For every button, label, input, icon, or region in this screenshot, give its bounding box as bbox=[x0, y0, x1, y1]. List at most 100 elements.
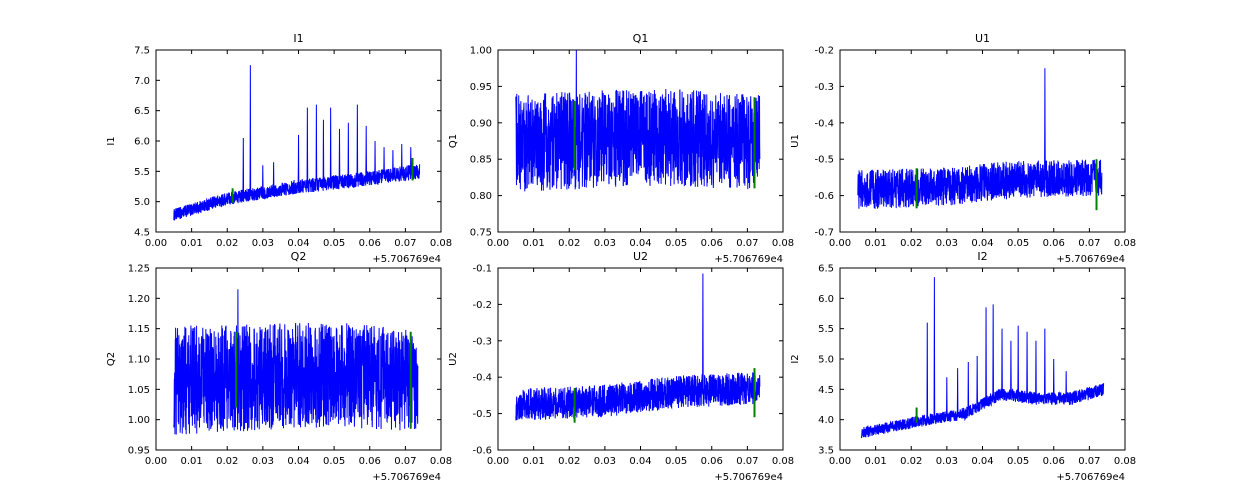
y-tick-label: 0.80 bbox=[470, 191, 492, 202]
subplot-q1: 0.00 0.01 0.02 0.03 0.04 0.05 0.06 0.07 0.08 0.75… bbox=[428, 18, 808, 282]
data-series bbox=[173, 65, 421, 221]
axes-frame bbox=[839, 49, 1126, 233]
data-series bbox=[173, 289, 419, 435]
subplot-i1: 0.00 0.01 0.02 0.03 0.04 0.05 0.06 0.07 0.08 4.5 5… bbox=[86, 18, 466, 282]
x-axis-offset-label: +5.706769e4 bbox=[1056, 472, 1125, 483]
x-tick-label: 0.04 bbox=[287, 456, 309, 467]
x-tick-label: 0.03 bbox=[936, 238, 958, 249]
x-tick-label: 0.04 bbox=[629, 238, 651, 249]
y-tick-label: -0.5 bbox=[472, 409, 492, 420]
axes-i2: 0.00 0.01 0.02 0.03 0.04 0.05 0.06 0.07 0.08 3.5 4… bbox=[790, 250, 1136, 483]
y-tick-label: -0.7 bbox=[814, 228, 834, 239]
x-tick-label: 0.05 bbox=[323, 456, 345, 467]
y-tick-label: 1.15 bbox=[128, 324, 150, 335]
y-tick-label: 4.5 bbox=[134, 228, 150, 239]
data-series bbox=[515, 273, 761, 421]
x-tick-label: 0.05 bbox=[665, 456, 687, 467]
x-axis-offset-label: +5.706769e4 bbox=[714, 472, 783, 483]
y-axis-label: Q1 bbox=[448, 134, 459, 148]
y-tick-label: 0.75 bbox=[470, 228, 492, 239]
y-tick-label: 0.90 bbox=[470, 118, 492, 129]
subplot-title: Q1 bbox=[633, 32, 649, 45]
x-tick-label: 0.07 bbox=[1078, 238, 1100, 249]
y-tick-label: 6.0 bbox=[818, 294, 834, 305]
x-tick-label: 0.07 bbox=[394, 238, 416, 249]
x-tick-label: 0.05 bbox=[323, 238, 345, 249]
data-series bbox=[515, 50, 761, 192]
y-tick-label: 6.5 bbox=[134, 106, 150, 117]
data-series bbox=[860, 277, 1105, 439]
axes-frame bbox=[497, 267, 784, 451]
subplot-title: Q2 bbox=[291, 250, 307, 263]
x-axis-offset-label: +5.706769e4 bbox=[1056, 254, 1125, 265]
y-tick-label: -0.2 bbox=[814, 46, 834, 57]
x-tick-label: 0.00 bbox=[145, 238, 167, 249]
subplot-q2: 0.00 0.01 0.02 0.03 0.04 0.05 0.06 0.07 0.08 0.95… bbox=[86, 236, 466, 500]
subplot-title: U1 bbox=[975, 32, 990, 45]
x-tick-label: 0.02 bbox=[558, 238, 580, 249]
y-tick-label: 7.0 bbox=[134, 76, 150, 87]
x-tick-label: 0.01 bbox=[864, 456, 886, 467]
x-tick-label: 0.00 bbox=[829, 238, 851, 249]
axes-q1: 0.00 0.01 0.02 0.03 0.04 0.05 0.06 0.07 0.08 0.75… bbox=[448, 32, 794, 265]
x-tick-label: 0.08 bbox=[1114, 456, 1136, 467]
x-tick-label: 0.04 bbox=[287, 238, 309, 249]
x-tick-label: 0.03 bbox=[594, 456, 616, 467]
x-tick-label: 0.04 bbox=[629, 456, 651, 467]
y-tick-label: 1.25 bbox=[128, 264, 150, 275]
y-tick-label: -0.6 bbox=[472, 446, 492, 457]
y-axis-label: Q2 bbox=[106, 352, 117, 366]
x-tick-label: 0.01 bbox=[522, 456, 544, 467]
x-tick-label: 0.03 bbox=[252, 456, 274, 467]
y-tick-label: 7.5 bbox=[134, 46, 150, 57]
y-tick-label: 4.5 bbox=[818, 385, 834, 396]
x-tick-label: 0.07 bbox=[394, 456, 416, 467]
x-tick-label: 0.06 bbox=[701, 456, 723, 467]
x-tick-label: 0.02 bbox=[558, 456, 580, 467]
x-tick-label: 0.08 bbox=[1114, 238, 1136, 249]
y-tick-label: -0.6 bbox=[814, 191, 834, 202]
subplot-i2: 0.00 0.01 0.02 0.03 0.04 0.05 0.06 0.07 0.08 3.5 4… bbox=[770, 236, 1150, 500]
subplot-u1: 0.00 0.01 0.02 0.03 0.04 0.05 0.06 0.07 0.08 -0.7… bbox=[770, 18, 1150, 282]
y-tick-label: 5.0 bbox=[134, 197, 150, 208]
axes-q2: 0.00 0.01 0.02 0.03 0.04 0.05 0.06 0.07 0.08 0.95… bbox=[106, 250, 452, 483]
y-tick-label: 6.0 bbox=[134, 137, 150, 148]
y-axis-label: U1 bbox=[790, 134, 801, 148]
x-tick-label: 0.06 bbox=[1043, 238, 1065, 249]
y-tick-label: 5.5 bbox=[134, 167, 150, 178]
x-tick-label: 0.07 bbox=[1078, 456, 1100, 467]
x-tick-label: 0.00 bbox=[829, 456, 851, 467]
y-axis-label: U2 bbox=[448, 352, 459, 366]
y-tick-label: 1.00 bbox=[470, 46, 492, 57]
x-tick-label: 0.06 bbox=[1043, 456, 1065, 467]
x-tick-label: 0.06 bbox=[701, 238, 723, 249]
y-tick-label: 0.85 bbox=[470, 155, 492, 166]
x-tick-label: 0.05 bbox=[1007, 456, 1029, 467]
x-tick-label: 0.01 bbox=[864, 238, 886, 249]
y-tick-label: 1.00 bbox=[128, 415, 150, 426]
axes-i1: 0.00 0.01 0.02 0.03 0.04 0.05 0.06 0.07 0.08 4.5 5… bbox=[106, 32, 452, 265]
x-tick-label: 0.04 bbox=[971, 238, 993, 249]
subplot-title: I2 bbox=[977, 250, 987, 263]
x-tick-label: 0.07 bbox=[736, 238, 758, 249]
x-tick-label: 0.02 bbox=[216, 456, 238, 467]
y-tick-label: -0.1 bbox=[472, 264, 492, 275]
y-tick-label: -0.4 bbox=[472, 373, 492, 384]
x-tick-label: 0.05 bbox=[1007, 238, 1029, 249]
subplot-title: U2 bbox=[633, 250, 648, 263]
x-axis-offset-label: +5.706769e4 bbox=[714, 254, 783, 265]
y-tick-label: 1.10 bbox=[128, 355, 150, 366]
axes-u2: 0.00 0.01 0.02 0.03 0.04 0.05 0.06 0.07 0.08 -0.6… bbox=[448, 250, 794, 483]
x-tick-label: 0.02 bbox=[900, 456, 922, 467]
y-tick-label: -0.2 bbox=[472, 300, 492, 311]
x-tick-label: 0.08 bbox=[772, 238, 794, 249]
y-axis-label: I2 bbox=[790, 354, 801, 363]
data-series bbox=[857, 68, 1103, 209]
subplot-title: I1 bbox=[293, 32, 303, 45]
x-tick-label: 0.08 bbox=[772, 456, 794, 467]
x-tick-label: 0.01 bbox=[180, 238, 202, 249]
x-tick-label: 0.07 bbox=[736, 456, 758, 467]
x-tick-label: 0.06 bbox=[359, 456, 381, 467]
y-tick-label: 0.95 bbox=[128, 446, 150, 457]
